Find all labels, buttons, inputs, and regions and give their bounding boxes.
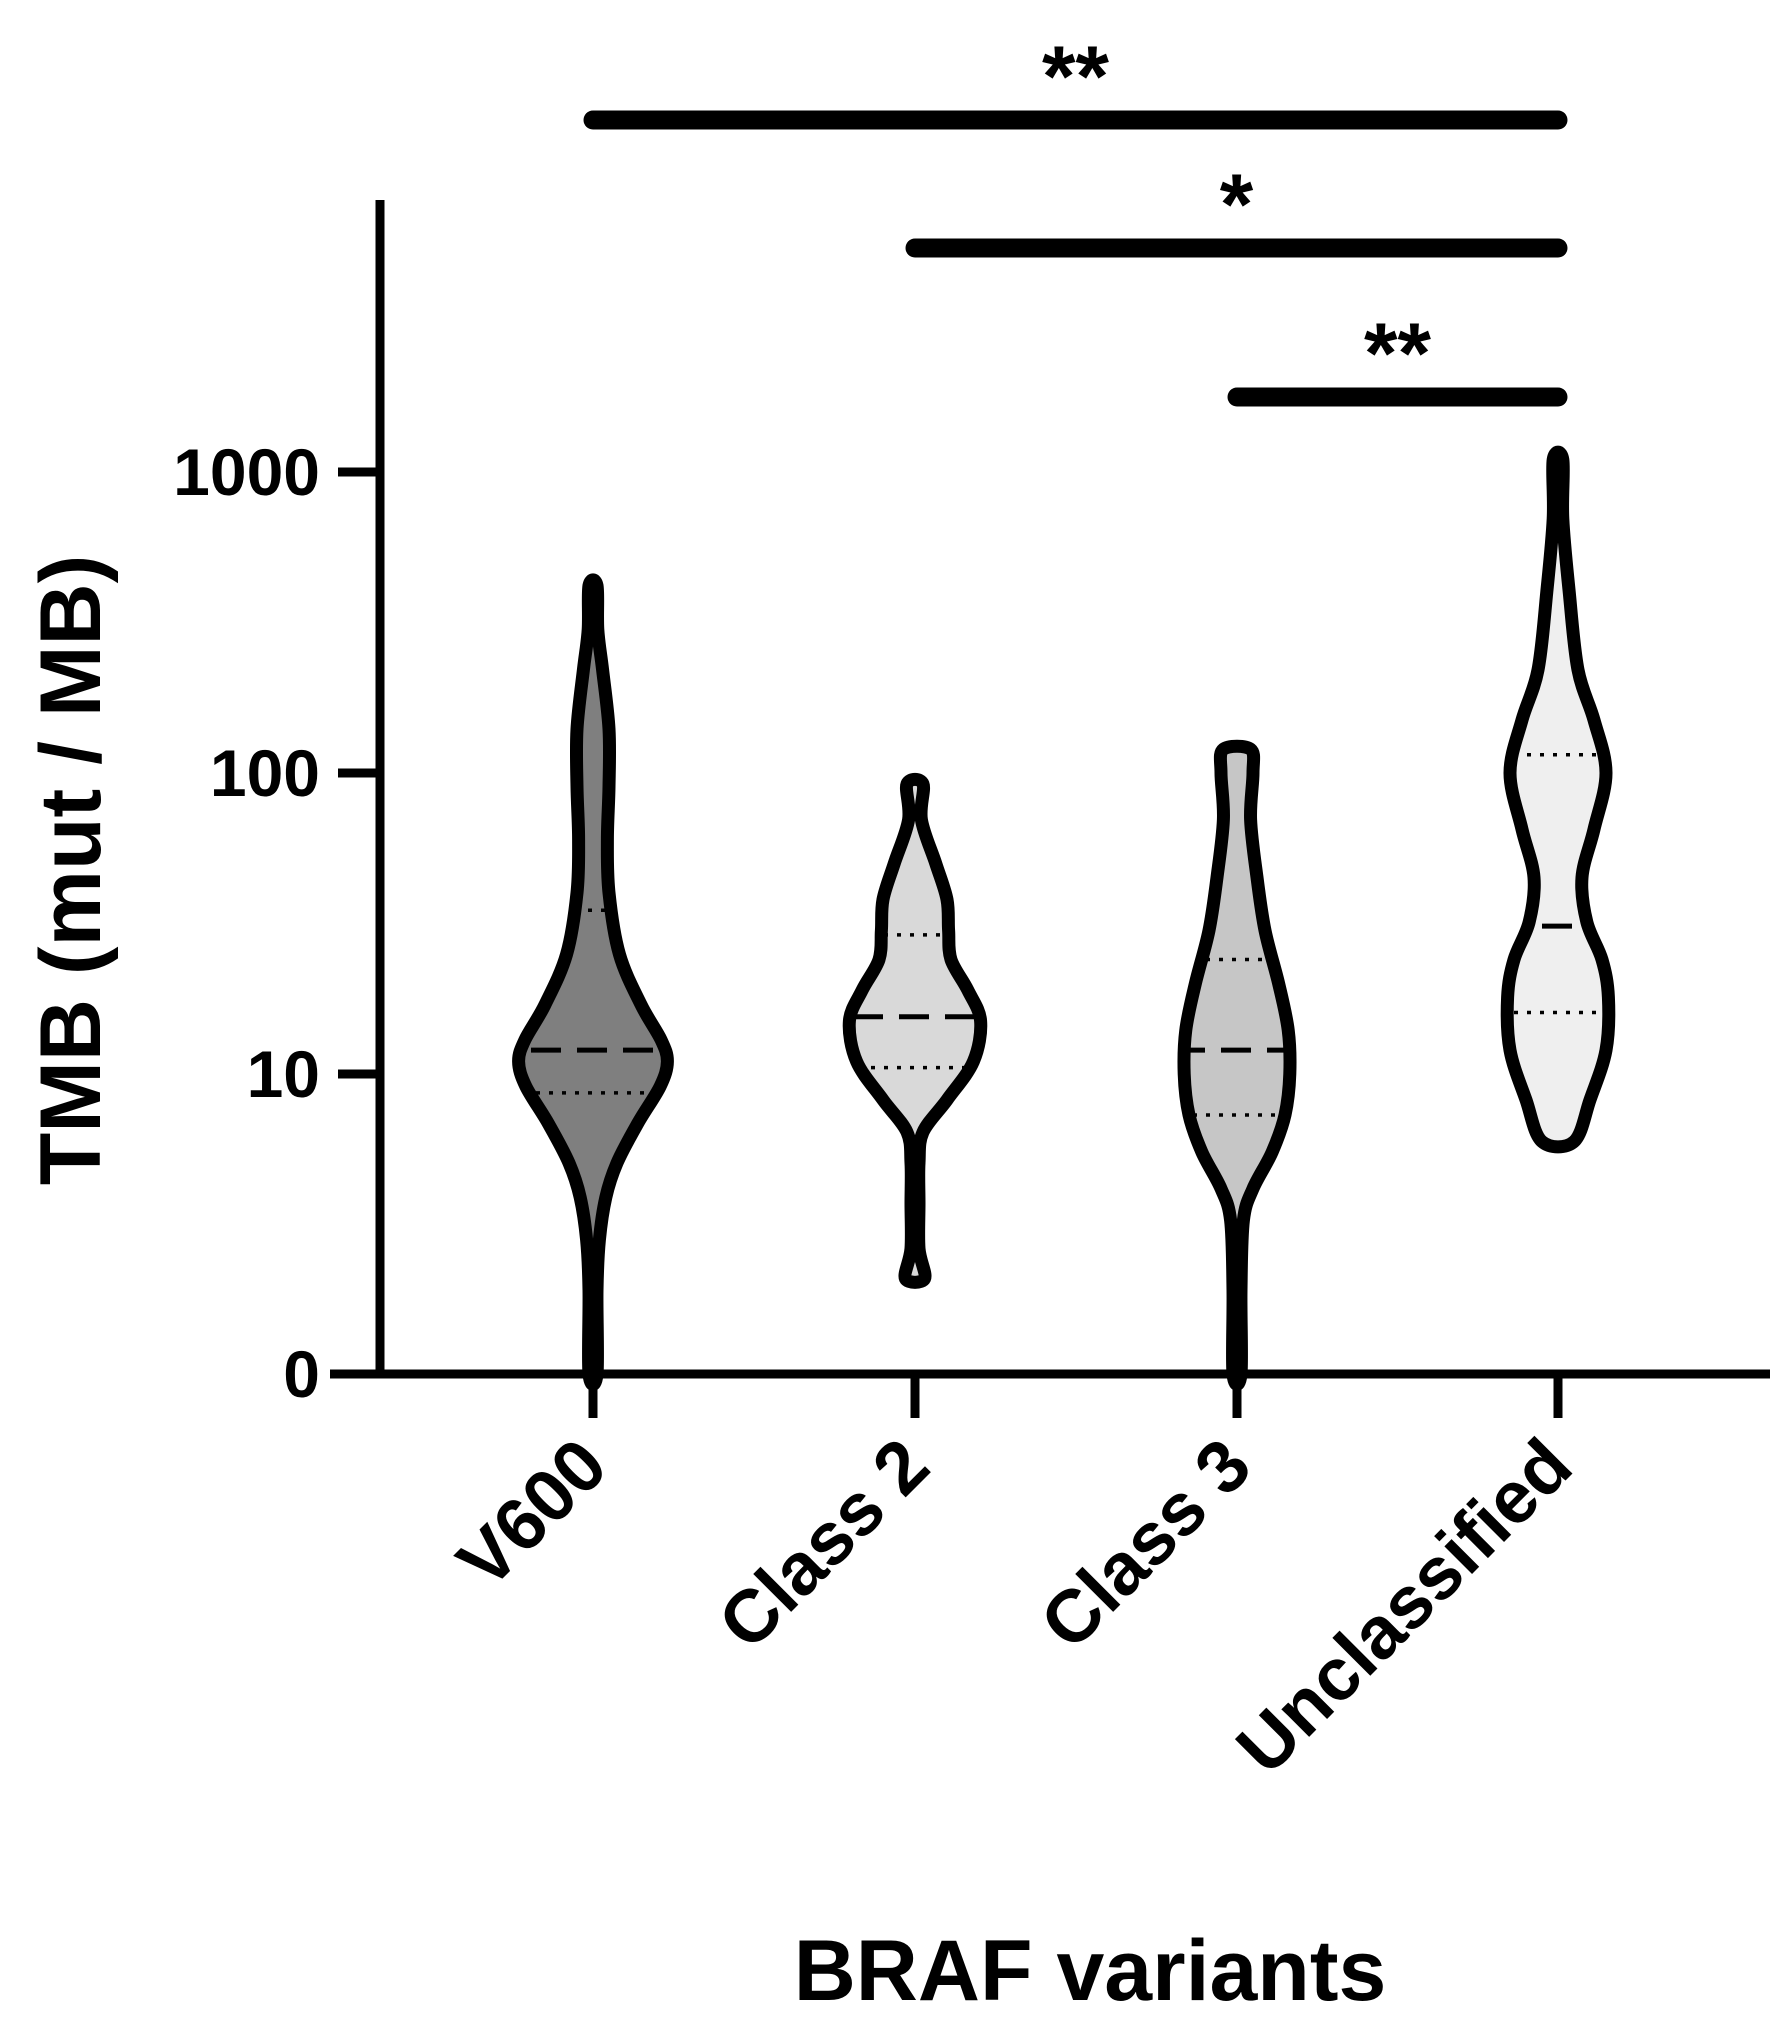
y-axis-title: TMB (mut / MB) [23, 555, 119, 1186]
violin-quartile-lines [1183, 957, 1291, 1117]
y-ticks-group: 0 10 100 1000 [173, 435, 380, 1411]
x-tick-label-v600: V600 [441, 1423, 622, 1604]
y-tick-label: 100 [210, 736, 320, 810]
violins-group [512, 445, 1616, 1391]
violin-class-3 [1177, 739, 1297, 1391]
violin-quartile-lines [1507, 752, 1609, 1015]
violin-body-class-2 [849, 779, 981, 1283]
y-tick-label: 10 [247, 1037, 320, 1111]
violin-body-v600 [518, 579, 668, 1385]
violin-body-class-3 [1183, 746, 1291, 1385]
x-axis-title: BRAF variants [794, 1923, 1387, 2019]
significance-group: ***** [583, 29, 1568, 407]
violin-outline-class-2 [842, 772, 988, 1289]
x-tick-label-unclassified: Unclassified [1220, 1423, 1587, 1790]
y-tick-label: 1000 [173, 435, 320, 509]
significance-label: * [1220, 157, 1254, 253]
significance-label: ** [1042, 29, 1109, 125]
violin-outline-v600 [512, 573, 674, 1391]
x-tick-label-class-2: Class 2 [702, 1423, 944, 1665]
violin-class-2 [842, 772, 988, 1289]
axes-group [330, 200, 1770, 1379]
violin-outline-class-3 [1177, 739, 1297, 1391]
x-tick-label-class-3: Class 3 [1024, 1423, 1266, 1665]
violin-outline-unclassified [1500, 445, 1616, 1154]
violin-unclassified [1500, 445, 1616, 1154]
violin-quartile-lines [849, 933, 981, 1070]
violin-body-unclassified [1507, 452, 1609, 1147]
significance-label: ** [1364, 306, 1431, 402]
violin-v600 [512, 573, 674, 1391]
y-tick-label: 0 [283, 1337, 320, 1411]
violin-quartile-lines [518, 908, 668, 1095]
